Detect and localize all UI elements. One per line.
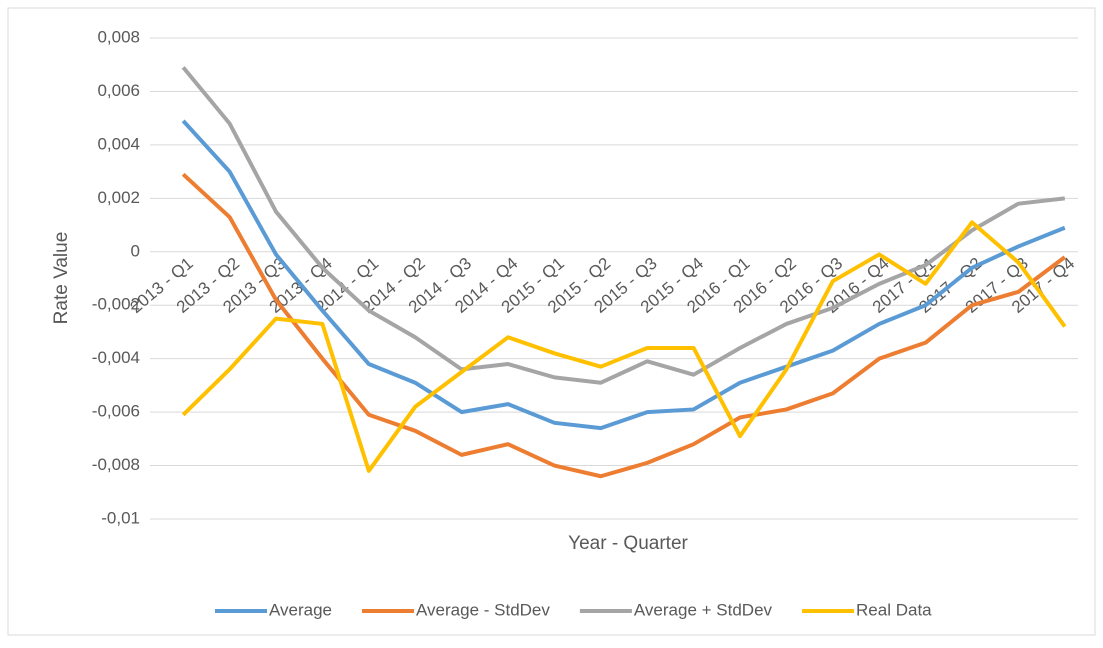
y-tick-label: -0,006 (92, 402, 140, 421)
series-line (181, 220, 1067, 473)
series-line (181, 119, 1066, 431)
y-tick-label: 0,008 (97, 27, 140, 46)
series-line (181, 66, 1066, 385)
y-tick-label: 0 (131, 241, 140, 260)
y-tick-label: -0,008 (92, 455, 140, 474)
y-axis-title: Rate Value (51, 232, 72, 325)
legend-label: Average (269, 600, 332, 619)
y-tick-label: 0,004 (97, 134, 140, 153)
legend-label: Average + StdDev (634, 600, 773, 619)
series-line (181, 172, 1066, 479)
y-tick-label: 0,002 (97, 188, 140, 207)
x-axis-title: Year - Quarter (568, 533, 688, 554)
legend-label: Real Data (856, 600, 932, 619)
y-tick-label: -0,004 (92, 348, 140, 367)
y-tick-label: 0,006 (97, 81, 140, 100)
legend-label: Average - StdDev (416, 600, 550, 619)
y-tick-label: -0,01 (101, 508, 140, 527)
y-tick-label: -0,002 (92, 295, 140, 314)
chart-border (7, 7, 1096, 636)
